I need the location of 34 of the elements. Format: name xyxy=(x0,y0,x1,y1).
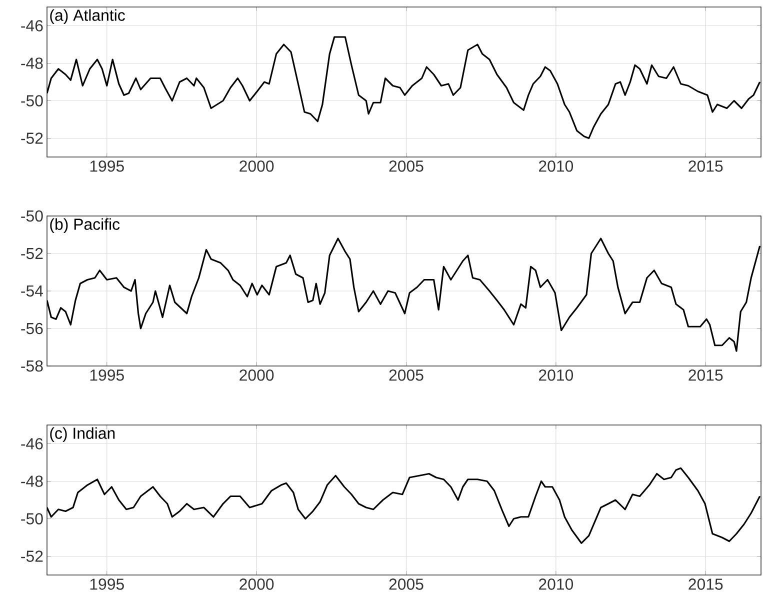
y-tick-label: -52 xyxy=(21,248,43,260)
y-tick-label: -56 xyxy=(21,322,43,334)
line-series xyxy=(47,467,761,544)
x-tick-label: 1995 xyxy=(90,160,124,172)
y-tick-label: -46 xyxy=(21,438,43,450)
x-tick-label: 2005 xyxy=(389,160,424,172)
x-tick-label: 1995 xyxy=(90,578,124,590)
x-tick-label: 2015 xyxy=(688,578,723,590)
y-tick-label: -52 xyxy=(21,550,43,562)
y-tick-label: -48 xyxy=(21,476,43,487)
x-tick-label: 2000 xyxy=(240,160,274,172)
chart-title: (b) Pacific xyxy=(50,218,120,234)
chart-title: (a) Atlantic xyxy=(50,9,125,24)
x-tick-label: 2010 xyxy=(539,370,574,381)
y-tick-label: -48 xyxy=(21,58,43,69)
x-tick-label: 1995 xyxy=(90,370,124,381)
y-tick-label: -52 xyxy=(21,132,43,144)
y-tick-label: -50 xyxy=(21,95,43,106)
x-tick-label: 2015 xyxy=(688,160,723,172)
x-tick-label: 2010 xyxy=(539,160,574,172)
y-tick-label: -50 xyxy=(21,210,43,222)
line-series xyxy=(47,36,761,140)
x-tick-label: 2005 xyxy=(389,370,424,381)
y-tick-label: -58 xyxy=(21,360,43,372)
y-tick-label: -50 xyxy=(21,513,43,524)
chart-title: (c) Indian xyxy=(50,427,115,442)
y-tick-label: -54 xyxy=(21,285,43,297)
y-tick-label: -46 xyxy=(21,20,43,32)
x-tick-label: 2005 xyxy=(389,578,424,590)
x-tick-label: 2015 xyxy=(688,370,723,381)
x-tick-label: 2000 xyxy=(240,578,274,590)
x-tick-label: 2000 xyxy=(240,370,274,381)
line-series xyxy=(47,238,761,352)
x-tick-label: 2010 xyxy=(539,578,574,590)
